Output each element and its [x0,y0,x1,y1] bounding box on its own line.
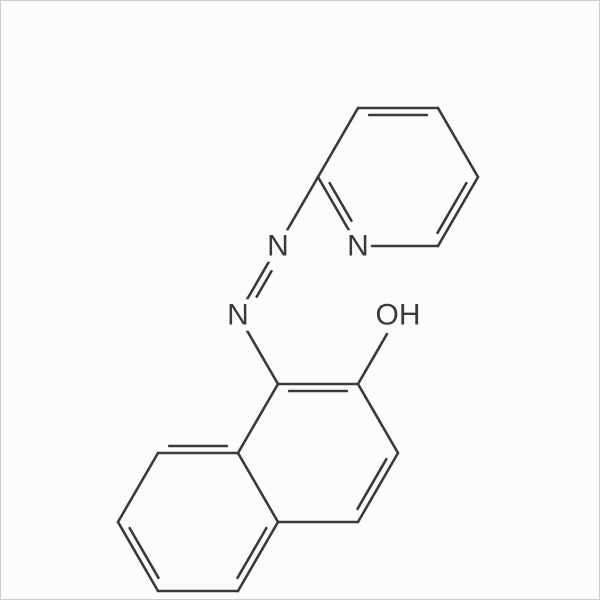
structure-svg: N N N OH [0,0,600,600]
atom-label-azoA: N [267,230,289,263]
atom-label-azoB: N [227,299,249,332]
atom-label-oh: OH [376,299,421,332]
atom-label-p5: N [347,230,369,263]
chemical-structure-diagram: N N N OH [0,0,600,600]
